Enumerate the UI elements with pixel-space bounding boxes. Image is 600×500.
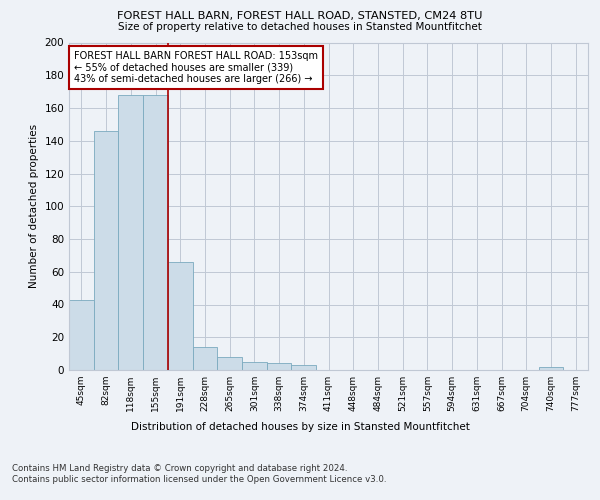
Text: FOREST HALL BARN FOREST HALL ROAD: 153sqm
← 55% of detached houses are smaller (: FOREST HALL BARN FOREST HALL ROAD: 153sq… (74, 50, 318, 84)
Bar (118, 95, 143, 370)
Text: Distribution of detached houses by size in Stansted Mountfitchet: Distribution of detached houses by size … (131, 422, 469, 432)
Bar (168, 262, 193, 370)
Bar (143, 95, 168, 370)
Bar (539, 366, 563, 370)
Text: Size of property relative to detached houses in Stansted Mountfitchet: Size of property relative to detached ho… (118, 22, 482, 32)
Bar (242, 362, 267, 370)
Bar (292, 365, 316, 370)
Bar (267, 364, 292, 370)
Bar (217, 357, 242, 370)
Text: FOREST HALL BARN, FOREST HALL ROAD, STANSTED, CM24 8TU: FOREST HALL BARN, FOREST HALL ROAD, STAN… (117, 11, 483, 21)
Bar (193, 347, 217, 370)
Bar (94, 131, 118, 370)
Y-axis label: Number of detached properties: Number of detached properties (29, 124, 39, 288)
Text: Contains HM Land Registry data © Crown copyright and database right 2024.: Contains HM Land Registry data © Crown c… (12, 464, 347, 473)
Text: Contains public sector information licensed under the Open Government Licence v3: Contains public sector information licen… (12, 475, 386, 484)
Bar (69, 300, 94, 370)
